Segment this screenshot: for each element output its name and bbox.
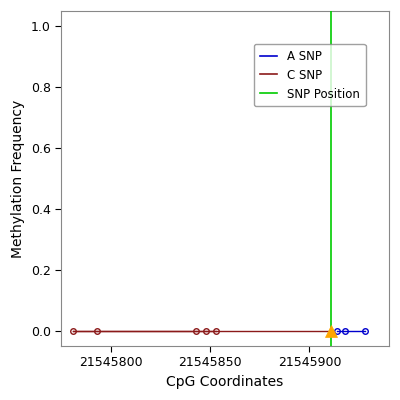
X-axis label: CpG Coordinates: CpG Coordinates <box>166 375 284 389</box>
Legend: A SNP, C SNP, SNP Position: A SNP, C SNP, SNP Position <box>254 44 366 106</box>
Y-axis label: Methylation Frequency: Methylation Frequency <box>11 99 25 258</box>
